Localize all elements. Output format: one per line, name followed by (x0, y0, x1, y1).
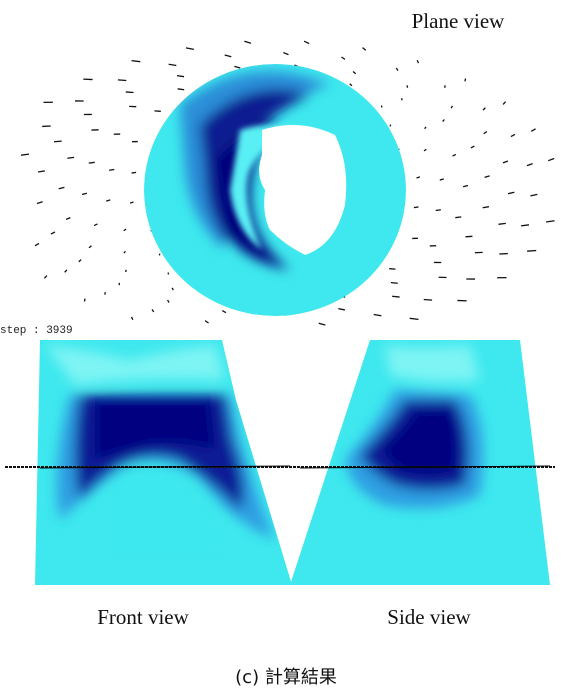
vector (381, 106, 382, 108)
vector (168, 273, 169, 275)
vector (118, 80, 126, 81)
vector (498, 223, 505, 224)
vector (391, 283, 398, 284)
vector (455, 217, 461, 218)
figure-caption: (c) 計算結果 (235, 667, 337, 688)
vector (109, 169, 114, 170)
step-label: step : 3939 (0, 325, 73, 337)
plane-view-label: Plane view (412, 9, 506, 33)
vector (178, 89, 185, 90)
vector (465, 79, 466, 82)
vector (436, 210, 441, 211)
vector (89, 162, 95, 163)
vector (126, 270, 127, 272)
front-view-label: Front view (97, 605, 189, 629)
vector (465, 236, 472, 237)
vector (527, 250, 536, 251)
vector (54, 141, 62, 142)
plane-view (144, 64, 406, 316)
vector (132, 172, 137, 173)
vector (407, 85, 408, 87)
vector (84, 299, 85, 302)
vector (424, 299, 432, 300)
side-view-label: Side view (387, 605, 471, 629)
vector (126, 92, 134, 93)
vector (392, 296, 399, 297)
figure: Plane view step : 3939 Front view Side v… (0, 0, 572, 691)
vector (67, 157, 74, 158)
vector (414, 207, 419, 208)
